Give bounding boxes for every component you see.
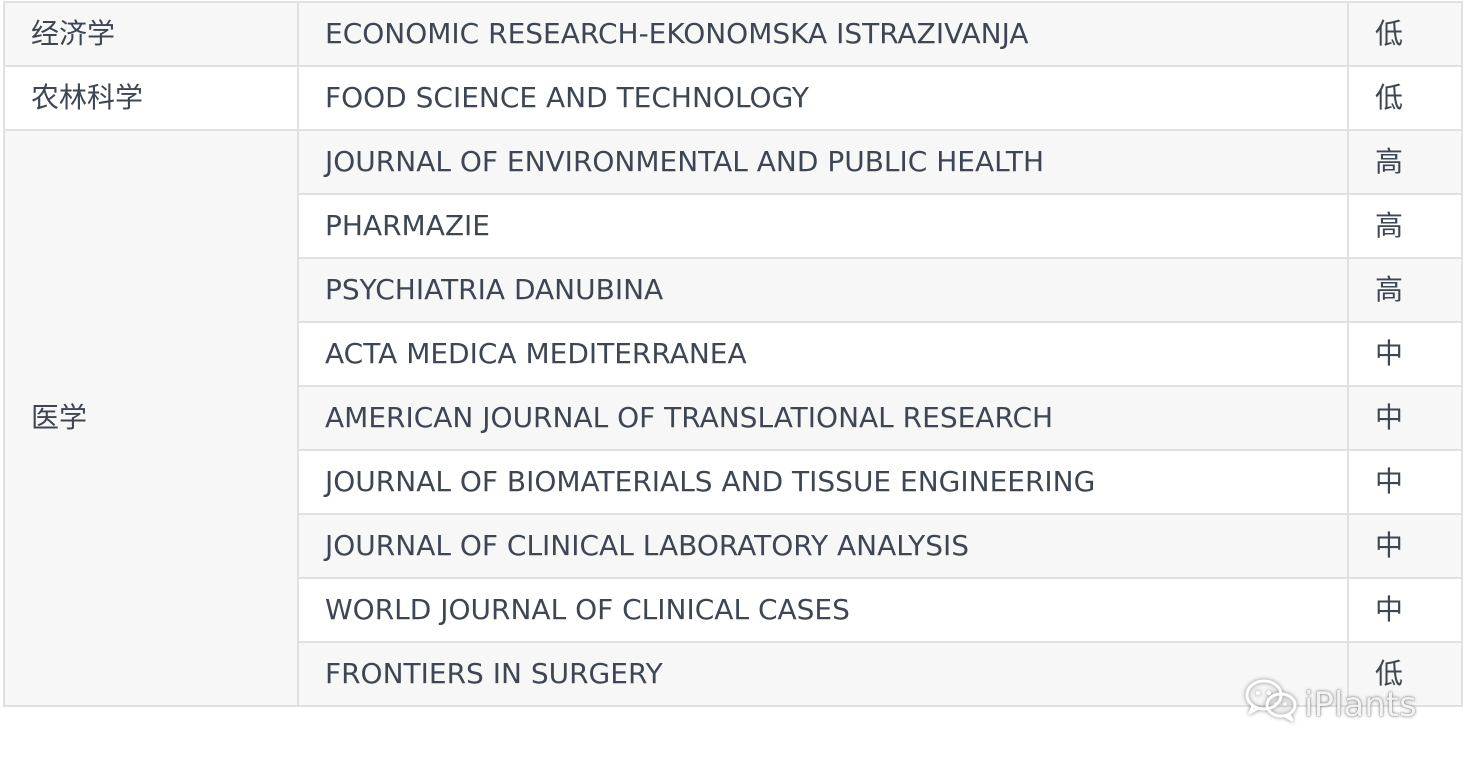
risk-level-cell: 低 (1347, 1, 1463, 67)
table-row: WORLD JOURNAL OF CLINICAL CASES 中 (4, 577, 1463, 643)
table-row: FRONTIERS IN SURGERY 低 (4, 641, 1463, 707)
journal-name-cell: JOURNAL OF ENVIRONMENTAL AND PUBLIC HEAL… (297, 129, 1349, 195)
risk-level-cell: 中 (1347, 577, 1463, 643)
table-row: ACTA MEDICA MEDITERRANEA 中 (4, 321, 1463, 387)
table-row: 医学 JOURNAL OF ENVIRONMENTAL AND PUBLIC H… (3, 129, 1463, 707)
table-row: JOURNAL OF CLINICAL LABORATORY ANALYSIS … (4, 513, 1463, 579)
table-row: AMERICAN JOURNAL OF TRANSLATIONAL RESEAR… (4, 385, 1463, 451)
risk-level-cell: 中 (1347, 449, 1463, 515)
category-cell: 经济学 (3, 1, 299, 67)
journal-name-cell: JOURNAL OF BIOMATERIALS AND TISSUE ENGIN… (297, 449, 1349, 515)
journal-name-cell: FOOD SCIENCE AND TECHNOLOGY (297, 65, 1349, 131)
table-row: PHARMAZIE 高 (4, 193, 1463, 259)
journal-name-cell: ECONOMIC RESEARCH-EKONOMSKA ISTRAZIVANJA (297, 1, 1349, 67)
journal-name-cell: ACTA MEDICA MEDITERRANEA (297, 321, 1349, 387)
journal-name-cell: PSYCHIATRIA DANUBINA (297, 257, 1349, 323)
table-row: PSYCHIATRIA DANUBINA 高 (4, 257, 1463, 323)
journal-name-cell: WORLD JOURNAL OF CLINICAL CASES (297, 577, 1349, 643)
journal-risk-table: 经济学 ECONOMIC RESEARCH-EKONOMSKA ISTRAZIV… (3, 1, 1463, 707)
risk-level-cell: 低 (1347, 641, 1463, 707)
journal-name-cell: AMERICAN JOURNAL OF TRANSLATIONAL RESEAR… (297, 385, 1349, 451)
category-cell: 医学 (3, 129, 299, 707)
risk-level-cell: 中 (1347, 321, 1463, 387)
risk-level-cell: 中 (1347, 385, 1463, 451)
table-row: 经济学 ECONOMIC RESEARCH-EKONOMSKA ISTRAZIV… (3, 1, 1463, 67)
table-row: 农林科学 FOOD SCIENCE AND TECHNOLOGY 低 (3, 65, 1463, 131)
risk-level-cell: 高 (1347, 193, 1463, 259)
journal-name-cell: JOURNAL OF CLINICAL LABORATORY ANALYSIS (297, 513, 1349, 579)
risk-level-cell: 高 (1347, 257, 1463, 323)
journal-name-cell: FRONTIERS IN SURGERY (297, 641, 1349, 707)
journal-name-cell: PHARMAZIE (297, 193, 1349, 259)
category-cell: 农林科学 (3, 65, 299, 131)
risk-level-cell: 高 (1347, 129, 1463, 195)
table-row: JOURNAL OF BIOMATERIALS AND TISSUE ENGIN… (4, 449, 1463, 515)
risk-level-cell: 中 (1347, 513, 1463, 579)
risk-level-cell: 低 (1347, 65, 1463, 131)
